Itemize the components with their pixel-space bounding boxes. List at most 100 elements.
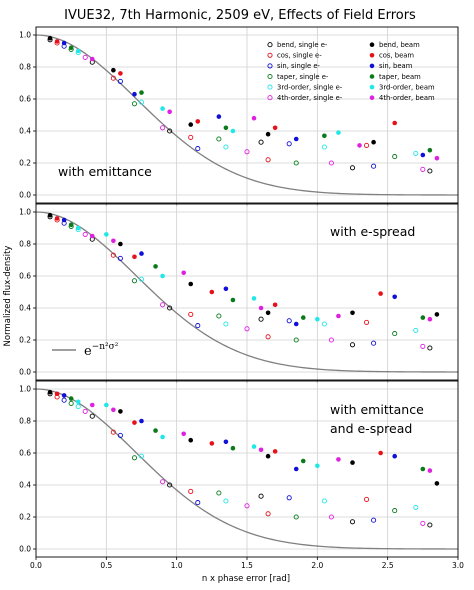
point-single-taper (392, 331, 398, 337)
legend: bend, single e-bend, beam cos, single e-c… (267, 41, 435, 102)
point-beam-taper (300, 315, 306, 320)
point-single-fourth (160, 479, 166, 485)
point-beam-sin (293, 321, 299, 327)
point-beam-taper (68, 45, 74, 51)
legend-label: cos, single e- (277, 52, 322, 60)
point-single-taper (68, 400, 74, 406)
point-beam-sin (293, 466, 299, 472)
point-beam-third (75, 399, 81, 405)
point-single-bend (349, 342, 356, 348)
point-beam-fourth (336, 313, 341, 319)
beam-points (47, 212, 440, 327)
point-single-taper (216, 313, 222, 319)
point-beam-taper (139, 90, 144, 95)
legend-entry: sin, beam (369, 62, 413, 70)
point-beam-bend (371, 139, 376, 145)
point-beam-taper (68, 396, 74, 401)
point-single-sin (371, 340, 377, 346)
point-beam-third (315, 463, 320, 469)
y-tick-label: 0.2 (19, 513, 31, 522)
point-beam-cos (272, 125, 278, 131)
x-tick-label: 2.5 (382, 561, 394, 570)
y-tick-label: 0.4 (19, 304, 31, 313)
legend-label: 4th-order, single e- (277, 94, 343, 102)
point-beam-fourth (336, 457, 341, 462)
point-beam-sin (223, 286, 229, 292)
point-beam-cos (209, 441, 215, 446)
point-single-third (138, 453, 145, 459)
point-beam-fourth (357, 143, 362, 148)
y-tick-label: 0.0 (19, 368, 31, 377)
panel-annotation: with emittance (330, 402, 424, 417)
y-tick-label: 0.6 (19, 449, 31, 458)
legend-marker-open (267, 42, 273, 48)
point-beam-cos (54, 39, 60, 44)
legend-marker-open (267, 52, 273, 58)
y-tick-label: 0.2 (19, 159, 31, 168)
point-single-bend (89, 413, 95, 419)
point-beam-fourth (181, 270, 186, 276)
point-single-fourth (328, 160, 334, 166)
legend-entry: 4th-order, beam (369, 94, 435, 102)
legend-entry: 4th-order, single e- (267, 94, 343, 102)
point-beam-third (160, 273, 165, 279)
point-single-bend (349, 165, 356, 171)
legend-label: taper, beam (379, 73, 421, 81)
panel-1: 0.0 0.2 0.4 0.6 0.8 1.0 with emittance (19, 26, 459, 206)
point-single-sin (195, 500, 201, 506)
point-single-cos (110, 75, 116, 81)
beam-points (47, 389, 440, 486)
point-beam-taper (230, 445, 236, 451)
point-single-taper (131, 101, 138, 107)
point-single-taper (293, 514, 299, 520)
x-tick-label: 3.0 (452, 561, 464, 570)
legend-label: sin, beam (379, 62, 413, 70)
legend-marker-open (267, 84, 273, 90)
gaussian-curve (35, 211, 458, 373)
legend-label: taper, single e- (277, 73, 329, 81)
point-beam-fourth (427, 316, 433, 322)
legend-marker-open (267, 63, 273, 69)
point-beam-cos (272, 449, 278, 454)
point-beam-fourth (167, 109, 172, 115)
legend-entry: sin, single e- (267, 62, 321, 70)
legend-entry: taper, single e- (267, 73, 329, 81)
x-tick-label: 0.5 (100, 561, 112, 570)
point-beam-cos (272, 302, 278, 308)
point-single-third (321, 321, 327, 327)
point-beam-bend (265, 131, 271, 137)
point-beam-bend (434, 312, 440, 317)
point-beam-fourth (89, 233, 95, 239)
legend-marker-open (267, 95, 273, 101)
x-tick-label: 0.0 (30, 561, 42, 570)
point-beam-taper (322, 133, 327, 139)
legend-marker-filled (369, 63, 375, 69)
point-beam-cos (132, 254, 137, 260)
point-beam-fourth (111, 238, 116, 244)
point-beam-bend (350, 310, 355, 316)
point-beam-third (251, 444, 257, 449)
point-single-sin (117, 255, 123, 261)
point-single-cos (110, 429, 116, 435)
point-beam-third (104, 402, 109, 408)
formula-legend: e−n²σ² (52, 342, 119, 359)
point-beam-fourth (89, 402, 95, 408)
point-beam-third (336, 130, 341, 135)
point-beam-cos (378, 291, 383, 296)
point-beam-cos (118, 71, 123, 76)
point-beam-cos (54, 216, 60, 221)
point-single-taper (293, 337, 299, 343)
point-single-sin (117, 78, 123, 84)
point-beam-sin (293, 136, 299, 142)
point-single-fourth (244, 326, 250, 332)
point-single-bend (258, 139, 264, 145)
grid (35, 27, 459, 203)
panel-annotation: and e-spread (330, 421, 412, 436)
point-single-taper (216, 136, 222, 142)
point-beam-fourth (434, 155, 440, 161)
point-single-third (413, 150, 419, 156)
point-single-taper (293, 160, 299, 166)
x-axis-label: n x phase error [rad] (202, 574, 290, 584)
formula-exponent: −n²σ² (92, 342, 119, 352)
